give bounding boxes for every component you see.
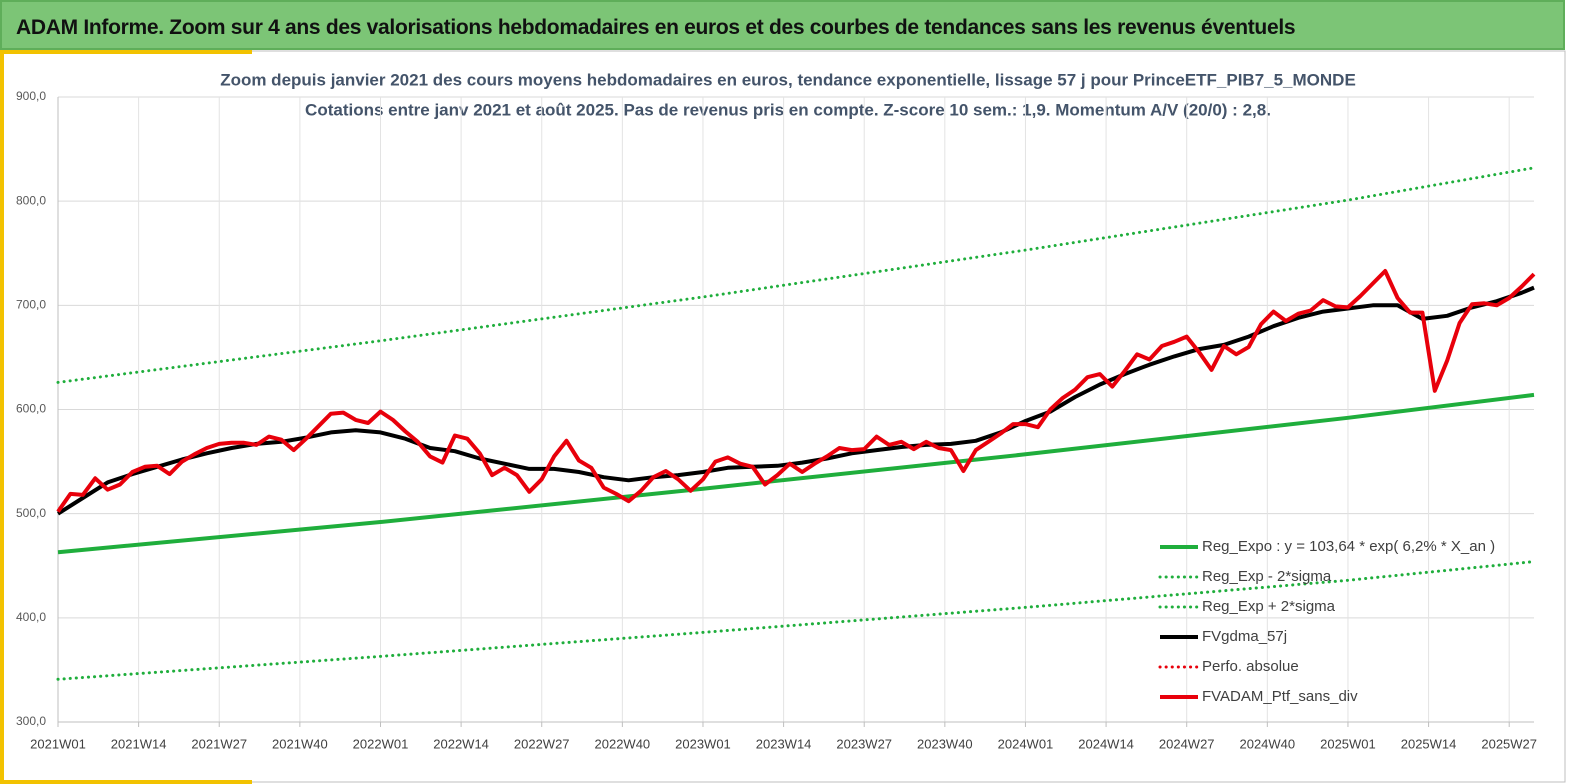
- legend-label: Reg_Exp + 2*sigma: [1202, 598, 1336, 615]
- series-line: [56, 269, 1536, 513]
- x-tick-label: 2021W27: [191, 736, 247, 751]
- x-tick-label: 2023W14: [756, 736, 812, 751]
- chart: Zoom depuis janvier 2021 des cours moyen…: [0, 50, 1566, 784]
- x-tick-label: 2022W14: [433, 736, 489, 751]
- accent-bar: [0, 780, 252, 784]
- header-bar: ADAM Informe. Zoom sur 4 ans des valoris…: [0, 0, 1565, 50]
- y-tick-label: 300,0: [16, 714, 46, 728]
- y-tick-label: 600,0: [16, 402, 46, 416]
- x-tick-label: 2022W27: [514, 736, 570, 751]
- x-tick-label: 2021W40: [272, 736, 328, 751]
- legend-label: Reg_Exp - 2*sigma: [1202, 568, 1332, 585]
- x-tick-label: 2025W14: [1401, 736, 1457, 751]
- x-tick-label: 2025W27: [1481, 736, 1537, 751]
- series-line: [57, 392, 1535, 555]
- x-tick-label: 2022W01: [353, 736, 409, 751]
- y-tick-label: 500,0: [16, 506, 46, 520]
- accent-bar: [0, 50, 4, 784]
- x-tick-label: 2021W01: [30, 736, 86, 751]
- y-tick-label: 900,0: [16, 89, 46, 103]
- legend-label: Reg_Expo : y = 103,64 * exp( 6,2% * X_an…: [1202, 538, 1495, 555]
- x-tick-label: 2023W27: [836, 736, 892, 751]
- x-tick-label: 2022W40: [595, 736, 651, 751]
- x-tick-label: 2023W01: [675, 736, 731, 751]
- x-tick-label: 2021W14: [111, 736, 167, 751]
- accent-bar: [0, 50, 252, 54]
- series-line: [56, 560, 1536, 681]
- x-tick-label: 2024W14: [1078, 736, 1134, 751]
- x-tick-label: 2024W27: [1159, 736, 1215, 751]
- x-tick-label: 2024W40: [1239, 736, 1295, 751]
- y-tick-label: 700,0: [16, 298, 46, 312]
- chart-subtitle: Cotations entre janv 2021 et août 2025. …: [305, 100, 1271, 119]
- y-tick-label: 800,0: [16, 193, 46, 207]
- y-tick-label: 400,0: [16, 610, 46, 624]
- legend-label: FVgdma_57j: [1202, 628, 1287, 645]
- legend-label: FVADAM_Ptf_sans_div: [1202, 688, 1358, 705]
- legend-label: Perfo. absolue: [1202, 658, 1299, 675]
- header-title: ADAM Informe. Zoom sur 4 ans des valoris…: [16, 16, 1296, 39]
- x-tick-label: 2025W01: [1320, 736, 1376, 751]
- x-tick-label: 2024W01: [998, 736, 1054, 751]
- x-tick-label: 2023W40: [917, 736, 973, 751]
- chart-title: Zoom depuis janvier 2021 des cours moyen…: [220, 70, 1356, 89]
- chart-frame: [0, 50, 1566, 783]
